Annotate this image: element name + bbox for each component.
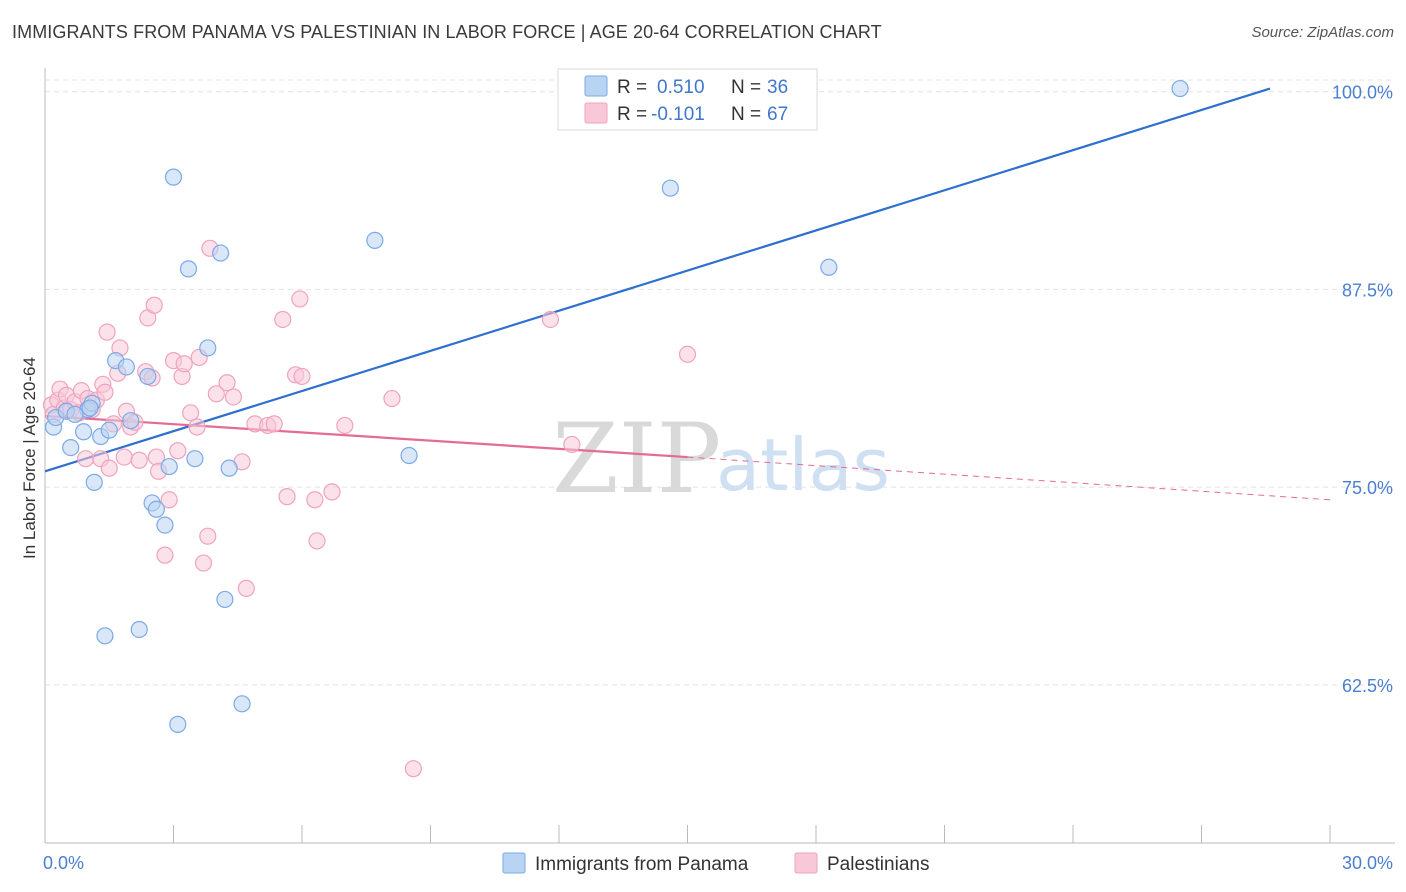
point-palestinians <box>207 385 225 403</box>
series-legend-swatch-palestinians <box>794 852 818 874</box>
point-palestinians <box>224 388 243 406</box>
point-palestinians <box>383 389 401 408</box>
point-palestinians <box>265 415 283 433</box>
point-palestinians <box>100 459 118 477</box>
point-panama <box>400 446 418 465</box>
legend-n-label-panama: N = <box>731 77 761 98</box>
legend-swatch-panama <box>584 75 608 97</box>
point-panama <box>661 179 679 197</box>
point-panama <box>81 399 99 417</box>
trend-line-1 <box>44 414 688 459</box>
axes <box>44 68 1395 844</box>
source-label: Source: ZipAtlas.com <box>1251 24 1394 41</box>
x-tick-labels: 0.0% 30.0% <box>43 853 1393 873</box>
point-panama <box>366 231 384 249</box>
data-points <box>42 79 1189 778</box>
legend-r-value-palestinians: -0.101 <box>651 104 705 125</box>
point-palestinians <box>218 374 236 392</box>
point-palestinians <box>541 310 560 329</box>
point-palestinians <box>323 483 341 501</box>
point-panama <box>156 516 174 534</box>
series-legend: Immigrants from Panama Palestinians <box>502 852 929 875</box>
point-palestinians <box>130 451 148 469</box>
point-palestinians <box>278 488 296 506</box>
point-panama <box>160 457 178 476</box>
point-palestinians <box>306 491 324 509</box>
point-palestinians <box>188 418 206 436</box>
legend-r-label-panama: R = <box>617 77 647 98</box>
point-panama <box>216 590 234 609</box>
y-tick-label: 62.5% <box>1342 676 1393 696</box>
legend: R = 0.510 N = 36 R = -0.101 N = 67 <box>557 68 818 131</box>
trend-line-dashed-1 <box>687 456 1331 501</box>
point-palestinians <box>169 442 187 460</box>
point-panama <box>820 258 838 276</box>
legend-swatch-palestinians <box>584 102 608 124</box>
point-palestinians <box>678 345 697 363</box>
point-panama <box>186 450 204 468</box>
point-palestinians <box>308 532 326 550</box>
y-tick-labels: 62.5% 75.0% 87.5% 100.0% <box>1332 83 1393 696</box>
point-palestinians <box>336 416 354 435</box>
point-palestinians <box>293 367 311 386</box>
watermark-zip: ZIP <box>552 403 721 515</box>
point-palestinians <box>175 355 193 373</box>
legend-r-label-palestinians: R = <box>617 104 647 125</box>
trend-line-0 <box>44 87 1271 473</box>
point-panama <box>169 715 187 733</box>
point-panama <box>130 620 148 639</box>
point-panama <box>220 459 238 477</box>
series-legend-label-panama: Immigrants from Panama <box>535 854 749 875</box>
point-palestinians <box>291 290 309 308</box>
legend-n-value-palestinians: 67 <box>767 104 788 125</box>
point-panama <box>147 500 165 518</box>
point-panama <box>62 438 80 457</box>
point-palestinians <box>96 383 114 401</box>
point-palestinians <box>274 310 292 329</box>
point-palestinians <box>199 527 217 545</box>
y-axis-label: In Labor Force | Age 20-64 <box>20 357 39 559</box>
point-palestinians <box>182 404 200 422</box>
point-panama <box>96 627 114 645</box>
point-panama <box>233 695 251 713</box>
point-panama <box>100 421 118 439</box>
point-palestinians <box>160 491 178 509</box>
legend-n-label-palestinians: N = <box>731 104 761 125</box>
point-panama <box>199 339 217 357</box>
point-palestinians <box>156 546 174 564</box>
legend-n-value-panama: 36 <box>767 77 788 98</box>
point-panama <box>85 473 103 491</box>
point-panama <box>74 423 93 441</box>
point-palestinians <box>194 554 213 572</box>
series-legend-swatch-panama <box>502 852 526 874</box>
point-panama <box>164 168 183 186</box>
trend-lines <box>44 87 1331 501</box>
y-tick-label: 100.0% <box>1332 83 1393 103</box>
point-panama <box>66 405 84 423</box>
x-tick-label-min: 0.0% <box>43 853 84 873</box>
point-palestinians <box>77 450 95 468</box>
point-panama <box>122 412 140 430</box>
chart-title: IMMIGRANTS FROM PANAMA VS PALESTINIAN IN… <box>12 22 882 42</box>
point-palestinians <box>98 323 116 341</box>
point-panama <box>139 367 157 386</box>
legend-r-value-panama: 0.510 <box>657 77 705 98</box>
series-legend-label-palestinians: Palestinians <box>827 854 929 875</box>
point-palestinians <box>145 296 163 314</box>
point-panama <box>1171 79 1189 98</box>
point-palestinians <box>115 448 133 466</box>
point-panama <box>117 358 135 376</box>
point-palestinians <box>237 579 255 597</box>
y-tick-label: 87.5% <box>1342 280 1393 300</box>
point-palestinians <box>563 435 581 454</box>
point-panama <box>212 244 230 262</box>
point-panama <box>179 260 198 278</box>
point-palestinians <box>404 760 422 778</box>
y-tick-label: 75.0% <box>1342 478 1393 498</box>
x-tick-label-max: 30.0% <box>1342 853 1393 873</box>
